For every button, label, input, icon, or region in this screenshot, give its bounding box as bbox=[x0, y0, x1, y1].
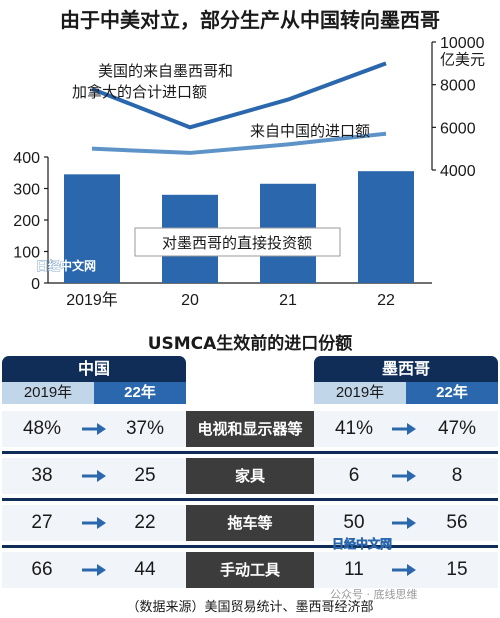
bar bbox=[358, 171, 414, 283]
x-tick-label: 22 bbox=[377, 292, 395, 309]
right-tick-label: 10000 bbox=[440, 35, 485, 52]
category-label: 手动工具 bbox=[186, 552, 314, 588]
brand-label: 公众号 · 底线思维 bbox=[330, 588, 418, 601]
mexico-2019-value: 11 bbox=[344, 559, 364, 580]
mexico-year-2022: 22年 bbox=[406, 382, 498, 404]
category-label: 电视和显示器等 bbox=[186, 411, 314, 447]
left-tick-label: 0 bbox=[31, 276, 40, 293]
x-tick-label: 20 bbox=[181, 292, 199, 309]
watermark: 日经中文网 bbox=[36, 258, 96, 273]
mexico-2022-value: 47% bbox=[437, 418, 477, 439]
china-year-2019: 2019年 bbox=[2, 382, 94, 404]
left-tick-label: 400 bbox=[13, 150, 40, 167]
right-tick-label: 6000 bbox=[440, 120, 476, 137]
china-2019-value: 48% bbox=[22, 418, 62, 439]
china-2022-value: 37% bbox=[125, 418, 165, 439]
line-total-label: 美国的来自墨西哥和 bbox=[98, 62, 233, 80]
bar-label-box bbox=[134, 227, 341, 257]
line-series bbox=[91, 61, 387, 130]
arrow-icon bbox=[82, 468, 106, 484]
left-tick-label: 300 bbox=[13, 182, 40, 199]
mexico-year-2019: 2019年 bbox=[314, 382, 406, 404]
watermark-2: 日经中文网 bbox=[332, 537, 393, 552]
left-tick-label: 200 bbox=[13, 213, 40, 230]
x-tick-label: 2019年 bbox=[66, 291, 118, 309]
right-tick-label: 4000 bbox=[440, 163, 476, 180]
arrow-icon bbox=[82, 515, 106, 531]
bar-label: 对墨西哥的直接投资额 bbox=[162, 234, 312, 252]
mexico-2019-value: 41% bbox=[334, 418, 374, 439]
line-total-label-2: 加拿大的合计进口额 bbox=[72, 83, 207, 101]
china-header: 中国 bbox=[2, 356, 186, 382]
line-china-label: 来自中国的进口额 bbox=[250, 122, 370, 140]
arrow-icon bbox=[392, 562, 416, 578]
bar bbox=[64, 174, 120, 283]
right-tick-label: 8000 bbox=[440, 78, 476, 95]
category-label: 家具 bbox=[186, 458, 314, 494]
mexico-2019-value: 6 bbox=[348, 465, 360, 486]
arrow-icon bbox=[82, 562, 106, 578]
china-year-2022: 22年 bbox=[94, 382, 186, 404]
arrow-icon bbox=[392, 421, 416, 437]
mexico-header: 墨西哥 bbox=[314, 356, 498, 382]
arrow-icon bbox=[82, 421, 106, 437]
china-2019-value: 38 bbox=[31, 465, 53, 486]
line-series bbox=[91, 131, 387, 155]
row-divider bbox=[2, 498, 498, 501]
table-title: USMCA生效前的进口份额 bbox=[147, 334, 353, 354]
arrow-icon bbox=[392, 468, 416, 484]
right-axis-unit: 亿美元 bbox=[440, 50, 485, 68]
china-2019-value: 66 bbox=[31, 559, 53, 580]
china-2019-value: 27 bbox=[31, 512, 53, 533]
china-2022-value: 22 bbox=[134, 512, 156, 533]
mexico-2022-value: 56 bbox=[446, 512, 468, 533]
source-note: （数据来源）美国贸易统计、墨西哥经济部 bbox=[126, 600, 374, 615]
category-label: 拖车等 bbox=[186, 505, 314, 541]
row-divider bbox=[2, 545, 498, 548]
mexico-2019-value: 50 bbox=[343, 512, 365, 533]
x-tick-label: 21 bbox=[279, 292, 297, 309]
china-2022-value: 44 bbox=[134, 559, 156, 580]
mexico-2022-value: 15 bbox=[446, 559, 468, 580]
left-tick-label: 100 bbox=[13, 245, 40, 262]
row-divider bbox=[2, 451, 498, 454]
chart-title: 由于中美对立，部分生产从中国转向墨西哥 bbox=[60, 8, 440, 32]
china-2022-value: 25 bbox=[134, 465, 156, 486]
arrow-icon bbox=[392, 515, 416, 531]
mexico-2022-value: 8 bbox=[451, 465, 463, 486]
